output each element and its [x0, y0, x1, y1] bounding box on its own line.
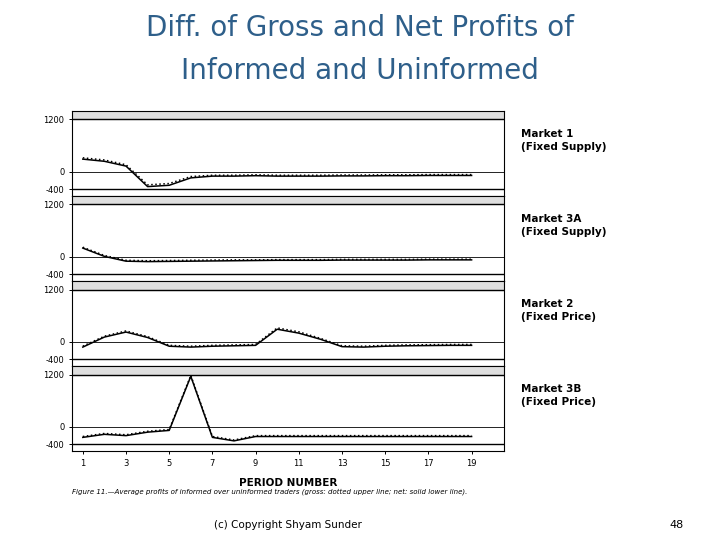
Bar	[72, 106, 504, 119]
Bar	[72, 276, 504, 289]
Text: Informed and Uninformed: Informed and Uninformed	[181, 57, 539, 85]
Text: Market 3B
(Fixed Price): Market 3B (Fixed Price)	[521, 384, 596, 407]
Text: Market 1
(Fixed Supply): Market 1 (Fixed Supply)	[521, 129, 607, 152]
Text: (c) Copyright Shyam Sunder: (c) Copyright Shyam Sunder	[214, 520, 362, 530]
Text: Market 2
(Fixed Price): Market 2 (Fixed Price)	[521, 299, 596, 322]
Text: Figure 11.—Average profits of informed over uninformed traders (gross: dotted up: Figure 11.—Average profits of informed o…	[72, 489, 467, 495]
Text: Diff. of Gross and Net Profits of: Diff. of Gross and Net Profits of	[146, 14, 574, 42]
Text: 48: 48	[670, 520, 684, 530]
Bar	[72, 191, 504, 205]
Text: PERIOD NUMBER: PERIOD NUMBER	[239, 478, 337, 488]
Text: Market 3A
(Fixed Supply): Market 3A (Fixed Supply)	[521, 214, 607, 237]
Bar	[72, 361, 504, 375]
